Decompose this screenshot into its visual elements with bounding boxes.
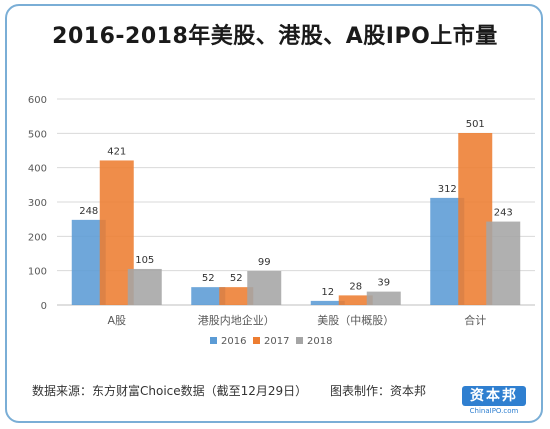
x-tick-label: A股 [107,314,126,327]
bar-2017 [338,295,373,305]
data-label: 28 [349,281,362,292]
data-label: 421 [107,146,126,157]
data-label: 243 [494,208,513,219]
data-label: 312 [438,184,457,195]
data-label: 501 [466,119,485,130]
y-tick-label: 0 [41,301,47,312]
logo-wordmark: 资本邦 [462,386,526,406]
data-source-note: 数据来源：东方财富Choice数据（截至12月29日） [32,384,308,398]
y-tick-label: 200 [28,232,47,243]
y-tick-label: 600 [28,95,47,106]
legend-label: 2017 [264,336,289,347]
chart-title: 2016-2018年美股、港股、A股IPO上市量 [52,24,498,49]
bar-2018 [127,268,162,305]
x-tick-label: 美股（中概股） [317,314,394,327]
y-tick-label: 300 [28,198,47,209]
x-tick-label: 港股内地企业） [198,313,275,327]
bar-2016 [310,300,345,305]
bar-2018 [366,291,401,305]
bar-2018 [486,221,521,305]
legend-label: 2018 [307,336,332,347]
legend-swatch-2016 [210,337,217,344]
legend-swatch-2017 [253,337,260,344]
chart-maker-note: 图表制作：资本邦 [330,384,427,398]
brand-logo: 资本邦 ChinaIPO.com [462,386,526,419]
data-label: 99 [258,257,271,268]
data-label: 52 [230,273,243,284]
data-label: 105 [135,255,154,266]
data-label: 39 [377,278,390,289]
x-tick-label: 合计 [464,313,486,327]
y-tick-label: 100 [28,267,47,278]
y-tick-label: 400 [28,164,47,175]
legend-label: 2016 [221,336,246,347]
legend-swatch-2018 [296,337,303,344]
logo-url: ChinaIPO.com [469,407,519,415]
bar-2018 [247,271,282,305]
data-label: 12 [321,287,334,298]
bar-2017 [219,287,254,305]
y-tick-label: 500 [28,129,47,140]
bar-2016 [191,287,226,305]
data-label: 248 [79,206,98,217]
data-label: 52 [202,273,215,284]
